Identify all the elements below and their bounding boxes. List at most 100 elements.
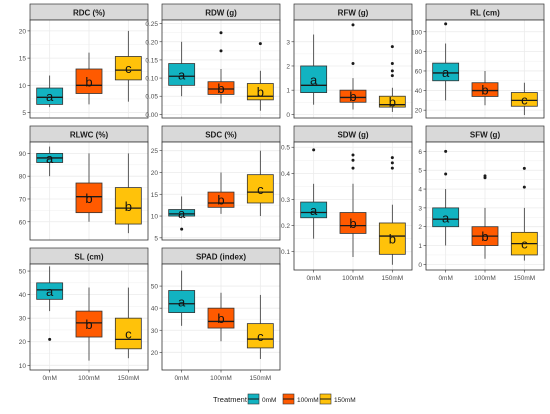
y-tick-label: 0.05 (145, 94, 158, 101)
x-tick-label: 150mM (381, 275, 403, 282)
y-tick-label: 0.20 (145, 39, 158, 46)
y-tick-label: 20 (19, 28, 27, 35)
y-tick-label: 90 (19, 151, 27, 158)
legend-label: 100mM (297, 397, 319, 404)
significance-letter: b (389, 232, 396, 247)
significance-letter: a (442, 210, 450, 225)
y-tick-label: 0.5 (281, 145, 290, 152)
legend-title: Treatment (213, 395, 248, 404)
box-iqr (339, 212, 367, 234)
panel-rfw-g: RFW (g) 0 1 2 3 a b b (286, 3, 413, 119)
significance-letter: c (125, 326, 132, 341)
outlier-point (258, 42, 262, 46)
y-tick-label: 60 (415, 68, 423, 75)
legend-label: 150mM (334, 397, 356, 404)
box-iqr (432, 207, 460, 228)
panel-rlwc: RLWC (%) 60 70 80 90 a b b (19, 125, 149, 241)
panel-title: RDC (%) (73, 9, 105, 18)
box-iqr (510, 92, 538, 107)
box-0mM: a (432, 22, 460, 101)
y-tick-label: 0.1 (281, 249, 290, 256)
box-150mM: c (114, 287, 142, 359)
box-100mM: b (339, 153, 367, 257)
panel-border (29, 141, 149, 241)
box-iqr (75, 310, 103, 338)
panel-title: RLWC (%) (70, 131, 109, 140)
y-tick-label: 20 (151, 170, 159, 177)
box-iqr (168, 209, 196, 217)
outlier-point (444, 172, 448, 176)
outlier-point (390, 74, 394, 78)
y-tick-label: 5 (418, 168, 422, 175)
significance-letter: b (85, 191, 92, 206)
box-iqr (471, 82, 499, 97)
legend-item-150mM: 150mM (319, 393, 356, 405)
box-iqr (168, 290, 196, 313)
box-100mM: b (207, 31, 235, 104)
significance-letter: a (178, 67, 186, 82)
outlier-point (390, 45, 394, 49)
y-tick-label: 25 (151, 148, 159, 155)
legend-item-100mM: 100mM (282, 393, 319, 405)
box-iqr (36, 87, 64, 105)
box-100mM: b (471, 174, 499, 259)
outlier-point (351, 166, 355, 170)
y-tick-label: 5 (22, 110, 26, 117)
y-tick-label: 6 (418, 149, 422, 156)
panel-border (161, 19, 281, 119)
significance-letter: c (125, 61, 132, 76)
significance-letter: c (257, 182, 264, 197)
x-tick-label: 150mM (117, 375, 139, 382)
panel-sdc: SDC (%) 5 10 15 20 25 a b c (151, 125, 281, 242)
y-tick-label: 2 (286, 63, 290, 70)
panel-spad-index: SPAD (index) 20 30 40 50 a b c 0mM 100mM 150mM (151, 247, 281, 382)
outlier-point (351, 153, 355, 157)
outlier-point (48, 337, 52, 341)
y-tick-label: 4 (418, 187, 422, 194)
box-iqr (114, 187, 142, 225)
outlier-point (351, 23, 355, 27)
significance-letter: a (310, 72, 318, 87)
box-iqr (300, 65, 328, 93)
outlier-point (390, 161, 394, 165)
y-tick-label: 40 (151, 306, 159, 313)
y-tick-label: 20 (415, 108, 423, 115)
outlier-point (219, 49, 223, 53)
box-100mM: b (471, 70, 499, 106)
y-tick-label: 5 (154, 235, 158, 242)
y-tick-label: 15 (151, 192, 159, 199)
panel-rdw-g: RDW (g) 0.00 0.05 0.10 0.15 0.20 0.25 a b b (145, 3, 281, 119)
box-iqr (246, 323, 274, 349)
significance-letter: a (442, 65, 450, 80)
y-tick-label: 80 (19, 174, 27, 181)
box-iqr (378, 95, 406, 108)
y-tick-label: 3 (418, 205, 422, 212)
outlier-point (522, 185, 526, 189)
y-tick-label: 0.15 (145, 57, 158, 64)
significance-letter: b (481, 229, 488, 244)
box-iqr (432, 62, 460, 82)
y-tick-label: 0.25 (145, 21, 158, 28)
outlier-point (390, 62, 394, 66)
panel-border (293, 19, 413, 119)
box-0mM: a (300, 148, 328, 239)
y-tick-label: 60 (19, 219, 27, 226)
panel-title: SFW (g) (470, 131, 501, 140)
y-tick-label: 2 (418, 224, 422, 231)
box-iqr (168, 63, 196, 86)
panel-title: RDW (g) (205, 9, 237, 18)
significance-letter: b (85, 74, 92, 89)
outlier-point (444, 22, 448, 26)
x-tick-label: 0mM (174, 375, 188, 382)
significance-letter: a (310, 203, 318, 218)
significance-letter: b (257, 85, 264, 100)
box-0mM: a (300, 34, 328, 105)
y-tick-label: 0.4 (281, 171, 290, 178)
box-iqr (75, 68, 103, 94)
significance-letter: b (481, 83, 488, 98)
x-tick-label: 100mM (342, 275, 364, 282)
significance-letter: a (46, 284, 54, 299)
y-tick-label: 100 (411, 29, 422, 36)
y-tick-label: 0 (418, 262, 422, 269)
